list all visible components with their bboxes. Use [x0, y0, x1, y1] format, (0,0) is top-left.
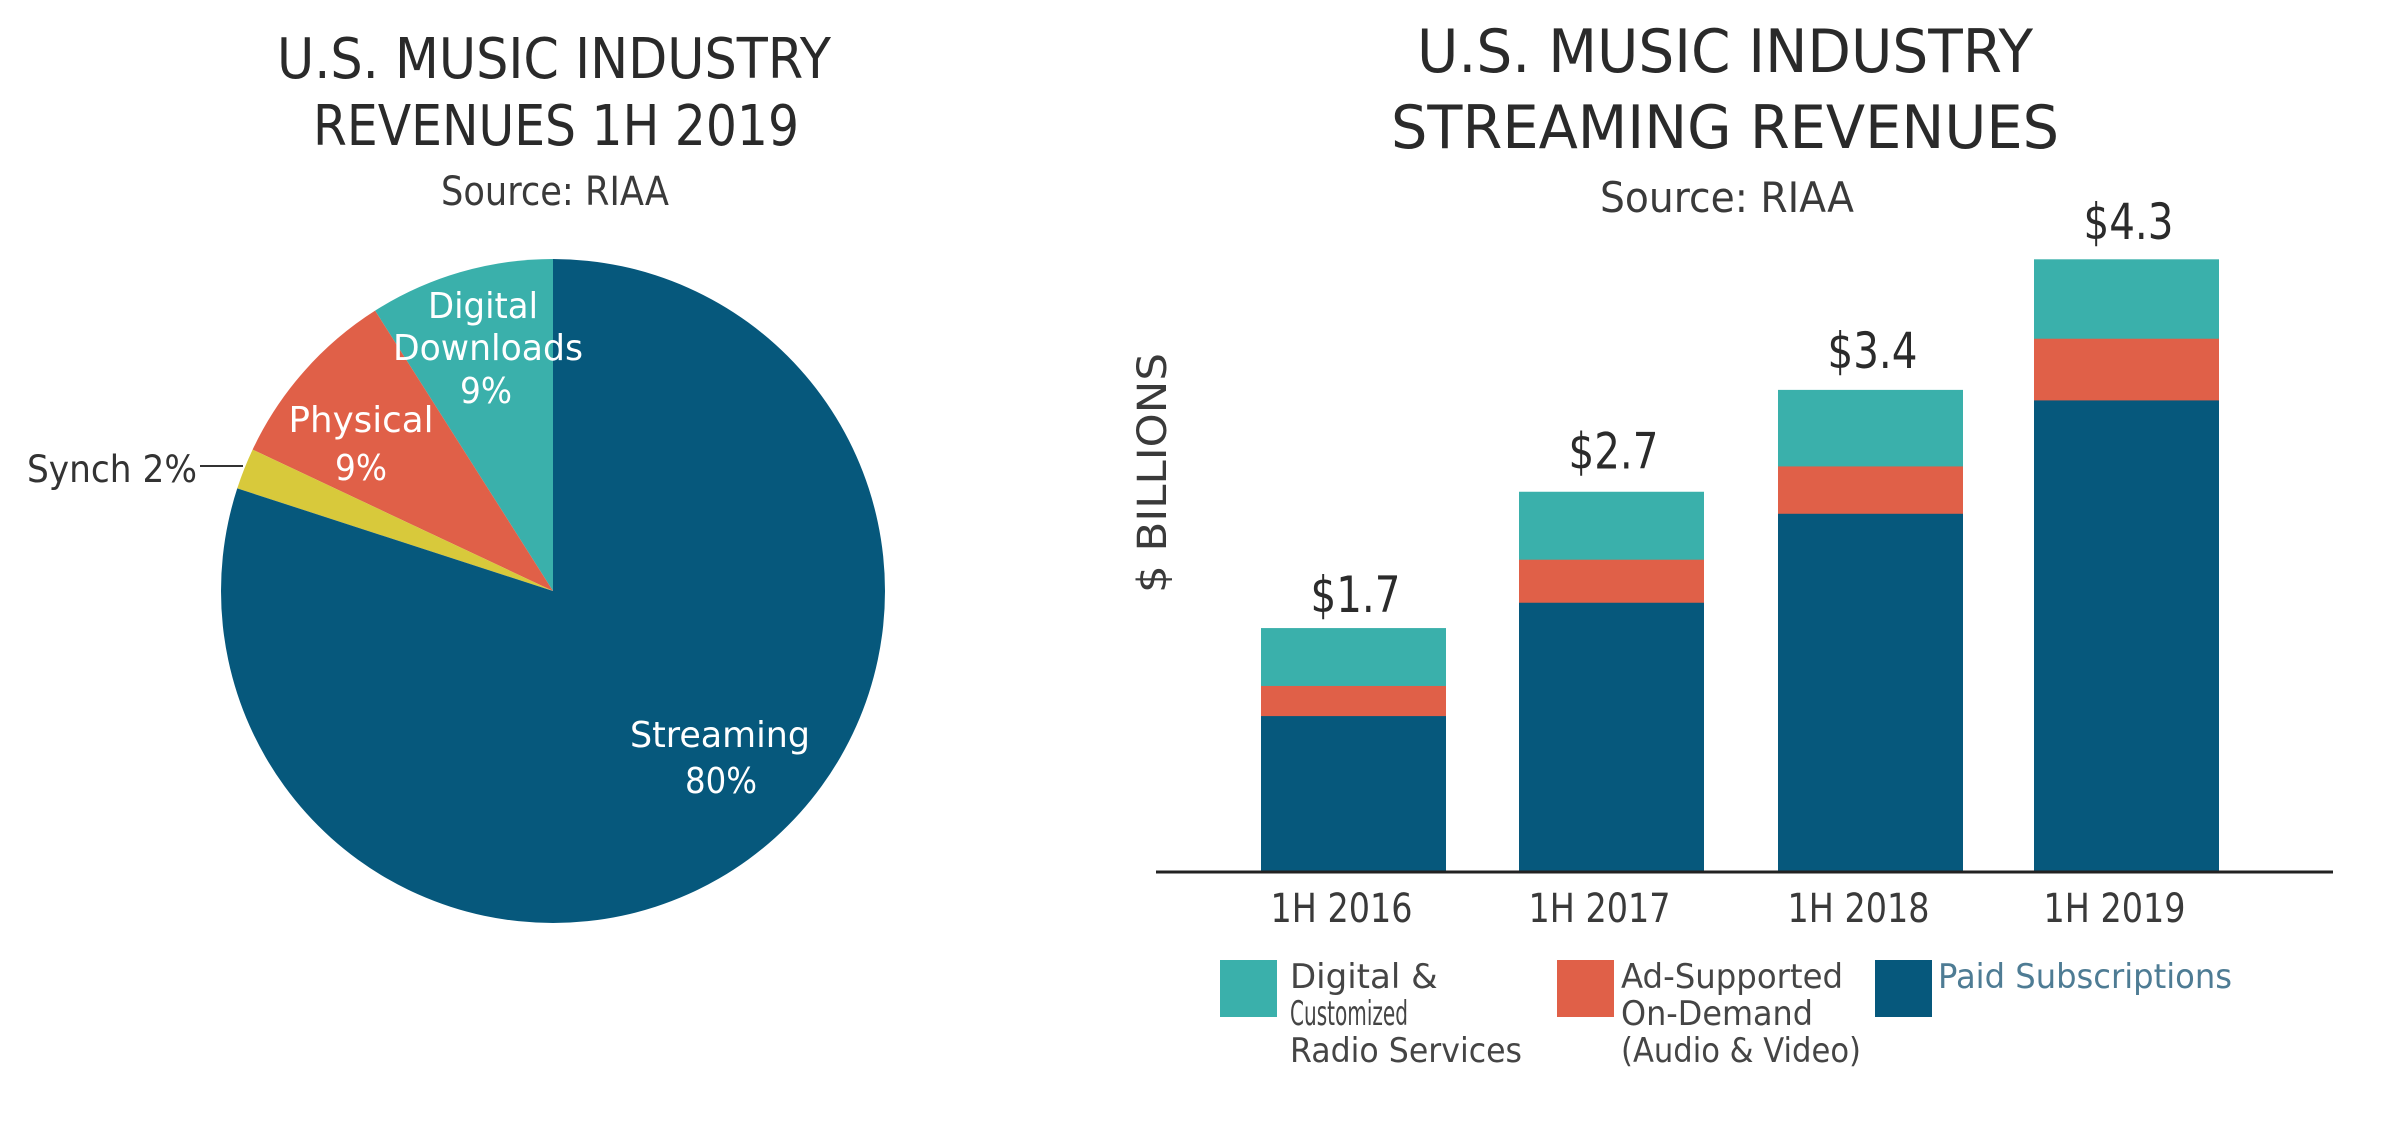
legend-label-ad-supported-line-2: On-Demand [1621, 994, 1813, 1034]
pie-slice-digital-downloads [375, 259, 553, 591]
bar-segment-radio [1261, 628, 1446, 686]
bar-title-line-1: U.S. MUSIC INDUSTRY [1417, 17, 2033, 87]
pie-label-physical-value: 9% [335, 448, 387, 489]
bar-segment-ad-supported [1519, 559, 1704, 603]
pie-label-digital-downloads: Digital Downloads 9% [393, 286, 583, 412]
pie-label-physical: Physical 9% [289, 400, 434, 489]
legend-label-radio-line-1: Digital & [1290, 957, 1438, 997]
pie-label-digital-downloads-value: 9% [460, 371, 512, 412]
bar-segment-paid [1778, 513, 1963, 873]
legend-item-radio: Digital & Customized Radio Services [1220, 957, 1522, 1071]
bar-chart-panel: U.S. MUSIC INDUSTRY STREAMING REVENUES S… [1130, 17, 2333, 1071]
bar-segment-paid [1519, 602, 1704, 873]
x-tick-label: 1H 2016 [1271, 886, 1413, 932]
pie-title-line-1: U.S. MUSIC INDUSTRY [277, 27, 832, 92]
bar-segment-radio [1519, 491, 1704, 560]
legend-label-radio-line-2: Customized [1290, 994, 1408, 1034]
pie-label-streaming-line-1: Streaming [630, 715, 810, 756]
legend-label-ad-supported-line-3: (Audio & Video) [1621, 1031, 1861, 1071]
bar-group-1h-2019 [2034, 259, 2219, 873]
pie-label-streaming-value: 80% [685, 761, 757, 802]
y-axis-label: $ BILLIONS [1130, 353, 1176, 593]
pie-title-line-2: REVENUES 1H 2019 [313, 94, 799, 159]
pie-slices [221, 259, 886, 923]
legend-label-radio-line-3: Radio Services [1290, 1031, 1522, 1071]
bars [1261, 259, 2219, 873]
pie-label-digital-downloads-line-1: Digital [428, 286, 538, 327]
bar-value-labels: $1.7 $2.7 $3.4 $4.3 [1311, 193, 2174, 624]
bar-total-label: $4.3 [2084, 193, 2174, 251]
pie-slice-physical [252, 310, 553, 591]
pie-label-physical-line-1: Physical [289, 400, 434, 441]
legend-swatch-radio [1220, 960, 1277, 1017]
x-tick-label: 1H 2019 [2044, 886, 2186, 932]
bar-total-label: $2.7 [1569, 423, 1659, 481]
x-tick-label: 1H 2018 [1788, 886, 1930, 932]
pie-chart-panel: U.S. MUSIC INDUSTRY REVENUES 1H 2019 Sou… [27, 27, 886, 923]
bar-segment-ad-supported [1778, 465, 1963, 514]
bar-segment-ad-supported [2034, 338, 2219, 401]
bar-segment-radio [2034, 259, 2219, 339]
pie-label-streaming: Streaming 80% [630, 715, 810, 802]
legend: Digital & Customized Radio Services Ad-S… [1220, 957, 2232, 1071]
legend-swatch-ad-supported [1557, 960, 1614, 1017]
bar-segment-paid [1261, 715, 1446, 873]
bar-segment-paid [2034, 399, 2219, 873]
bar-group-1h-2016 [1261, 628, 1446, 873]
bar-title-line-2: STREAMING REVENUES [1391, 93, 2059, 163]
pie-subtitle: Source: RIAA [441, 169, 670, 215]
bar-subtitle: Source: RIAA [1600, 173, 1854, 222]
legend-swatch-paid [1875, 960, 1932, 1017]
pie-slice-streaming [221, 259, 886, 923]
legend-item-paid: Paid Subscriptions [1875, 957, 2232, 1017]
bar-group-1h-2018 [1778, 389, 1963, 873]
legend-label-ad-supported-line-1: Ad-Supported [1621, 957, 1843, 997]
bar-total-label: $1.7 [1311, 566, 1401, 624]
bar-segment-ad-supported [1261, 685, 1446, 717]
pie-slice-synch [237, 449, 553, 591]
legend-label-paid: Paid Subscriptions [1938, 957, 2232, 997]
bar-segment-radio [1778, 389, 1963, 467]
legend-item-ad-supported: Ad-Supported On-Demand (Audio & Video) [1557, 957, 1861, 1071]
pie-label-digital-downloads-line-2: Downloads [393, 328, 583, 369]
bar-group-1h-2017 [1519, 491, 1704, 873]
x-tick-labels: 1H 2016 1H 2017 1H 2018 1H 2019 [1271, 886, 2186, 932]
bar-total-label: $3.4 [1828, 322, 1918, 380]
x-tick-label: 1H 2017 [1529, 886, 1671, 932]
pie-label-synch: Synch 2% [27, 448, 243, 491]
pie-label-synch-text: Synch 2% [27, 448, 197, 491]
